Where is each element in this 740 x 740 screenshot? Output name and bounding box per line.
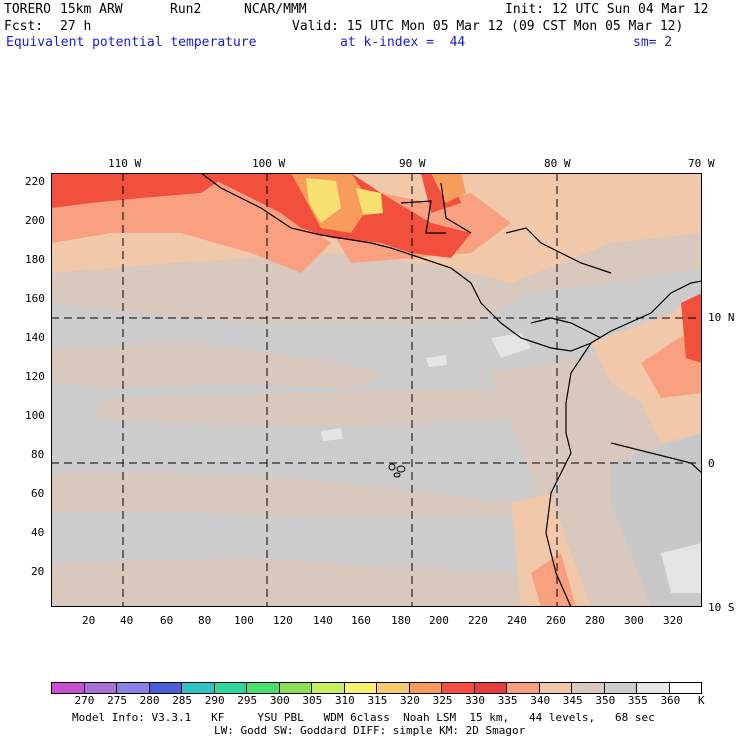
color-legend-labels: 270 275 280 285 290 295 300 305 310 315 320 325 330 3… [51, 695, 702, 709]
y-label: 20 [31, 565, 45, 578]
legend-level-label: 285 [172, 694, 193, 707]
forecast-label: Fcst: [4, 19, 44, 34]
legend-level-label: 360 [660, 694, 681, 707]
color-legend-bar [51, 682, 702, 694]
legend-swatch [507, 683, 540, 693]
legend-swatch [474, 683, 507, 693]
model-name: TORERO [4, 2, 51, 17]
legend-swatch [214, 683, 247, 693]
field-band-315 [306, 178, 383, 223]
legend-level-label: 305 [302, 694, 323, 707]
legend-swatch [604, 683, 637, 693]
x-label: 320 [663, 614, 683, 627]
valid-time: Valid: 15 UTC Mon 05 Mar 12 (09 CST Mon … [292, 19, 684, 34]
model-resolution: 15km ARW [60, 2, 123, 17]
legend-level-label: 345 [562, 694, 583, 707]
x-label: 100 [234, 614, 254, 627]
smoothing-label: sm= 2 [633, 35, 673, 50]
lon-label-110w: 110 W [108, 157, 142, 170]
field-title: Equivalent potential temperature [6, 35, 257, 50]
x-label: 240 [507, 614, 527, 627]
physics-info: LW: Godd SW: Goddard DIFF: simple KM: 2D… [214, 724, 526, 737]
theta-e-map [51, 173, 702, 607]
legend-swatch [409, 683, 442, 693]
legend-swatch [572, 683, 605, 693]
legend-swatch [247, 683, 280, 693]
legend-level-label: 355 [627, 694, 648, 707]
legend-swatch [377, 683, 410, 693]
lat-lon-grid [51, 173, 702, 607]
legend-level-label: 315 [367, 694, 388, 707]
map-canvas [51, 173, 702, 607]
y-label: 100 [25, 409, 45, 422]
y-label: 120 [25, 370, 45, 383]
legend-swatch [182, 683, 215, 693]
legend-swatch [442, 683, 475, 693]
y-label: 200 [25, 214, 45, 227]
legend-level-label: 310 [334, 694, 355, 707]
lon-label-90w: 90 W [399, 157, 426, 170]
legend-swatch [84, 683, 117, 693]
legend-level-label: 300 [269, 694, 290, 707]
legend-swatch [279, 683, 312, 693]
y-label: 80 [31, 448, 45, 461]
legend-level-label: 270 [74, 694, 95, 707]
x-label: 20 [82, 614, 96, 627]
legend-swatch [669, 683, 701, 693]
lat-label-0: 0 [708, 457, 715, 470]
legend-swatch [117, 683, 150, 693]
legend-swatch [539, 683, 572, 693]
legend-level-label: 320 [400, 694, 420, 707]
legend-level-label: 280 [139, 694, 160, 707]
x-label: 120 [273, 614, 293, 627]
legend-level-label: 350 [595, 694, 616, 707]
legend-swatch [52, 683, 85, 693]
y-label: 140 [25, 331, 45, 344]
x-label: 280 [585, 614, 605, 627]
lat-label-10s: 10 S [708, 601, 735, 614]
level-label: at k-index = 44 [340, 35, 466, 50]
legend-level-label: 330 [465, 694, 486, 707]
lon-label-70w: 70 W [688, 157, 715, 170]
y-label: 220 [25, 175, 45, 188]
legend-level-label: 335 [497, 694, 518, 707]
coastlines [200, 173, 702, 607]
legend-level-label: 340 [530, 694, 551, 707]
legend-level-label: 275 [107, 694, 127, 707]
map-border [51, 173, 702, 607]
org-label: NCAR/MMM [244, 2, 307, 17]
x-label: 160 [351, 614, 371, 627]
galapagos-islands [388, 463, 406, 478]
y-label: 40 [31, 526, 45, 539]
lon-label-80w: 80 W [544, 157, 571, 170]
x-label: 300 [624, 614, 644, 627]
x-label: 80 [198, 614, 212, 627]
x-label: 180 [391, 614, 411, 627]
field-band-355 [321, 333, 702, 593]
y-label: 180 [25, 253, 45, 266]
legend-level-label: 325 [432, 694, 453, 707]
y-label: 160 [25, 292, 45, 305]
legend-level-label: 295 [237, 694, 258, 707]
x-label: 260 [546, 614, 566, 627]
y-label: 60 [31, 487, 45, 500]
model-info: Model Info: V3.3.1 KF YSU PBL WDM 6class… [72, 711, 655, 724]
colorbar-unit: K [698, 694, 705, 707]
forecast-hours: 27 h [60, 19, 92, 34]
legend-swatch [312, 683, 345, 693]
x-label: 140 [313, 614, 333, 627]
x-label: 60 [160, 614, 174, 627]
lat-label-10n: 10 N [708, 311, 735, 324]
init-time: Init: 12 UTC Sun 04 Mar 12 [505, 2, 709, 17]
legend-swatch [637, 683, 670, 693]
x-label: 220 [468, 614, 488, 627]
legend-level-label: 290 [204, 694, 225, 707]
x-label: 200 [429, 614, 449, 627]
legend-swatch [149, 683, 182, 693]
x-label: 40 [120, 614, 134, 627]
lon-label-100w: 100 W [252, 157, 286, 170]
legend-swatch [344, 683, 377, 693]
run-label: Run2 [170, 2, 202, 17]
